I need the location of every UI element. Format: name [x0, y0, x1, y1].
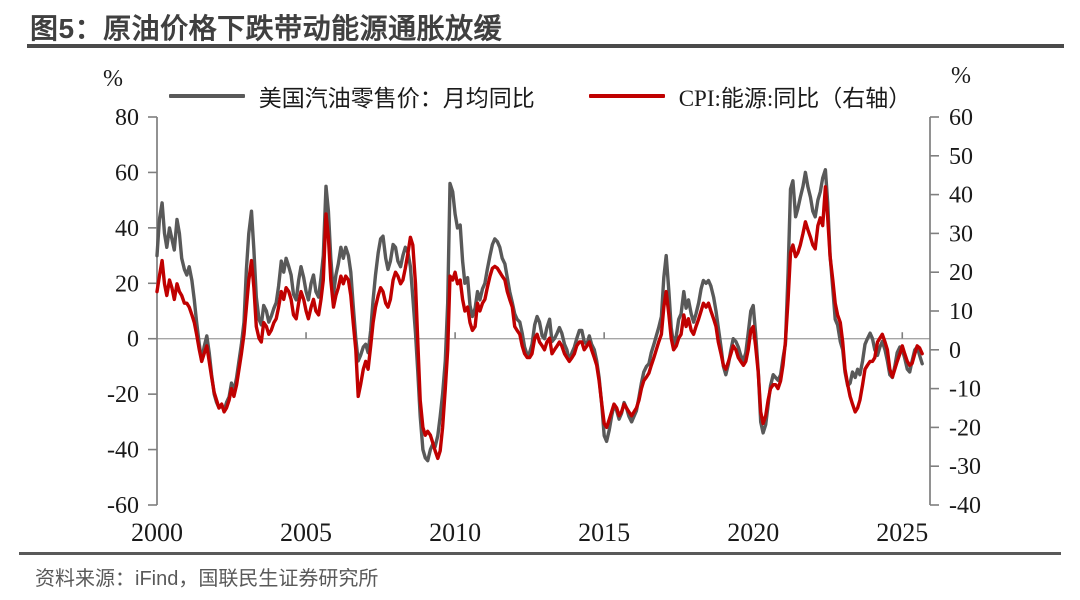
figure-title: 图5：原油价格下跌带动能源通胀放缓: [30, 13, 503, 44]
left-axis-unit-label: %: [103, 66, 123, 92]
right-axis-tick-label: -30: [949, 454, 981, 480]
x-axis-tick-label: 2000: [131, 518, 183, 547]
right-axis-unit-label: %: [951, 63, 971, 89]
right-axis-tick-label: -40: [949, 493, 981, 519]
legend-line-cpi-energy: [588, 93, 665, 99]
left-axis-tick-label: 40: [115, 216, 139, 242]
right-axis-tick-label: -20: [949, 415, 981, 441]
right-axis-tick-label: 20: [949, 260, 973, 286]
legend-label-gasoline: 美国汽油零售价：月均同比: [258, 86, 535, 111]
x-axis-tick-label: 2010: [429, 518, 481, 547]
right-axis-tick-label: -10: [949, 377, 981, 403]
right-axis-tick-label: 40: [949, 183, 973, 209]
x-axis-tick-label: 2020: [727, 518, 779, 547]
series-line-cpi-energy: [155, 185, 924, 461]
right-axis-tick-label: 50: [949, 144, 973, 170]
legend-line-gasoline: [168, 93, 245, 99]
title-underline: [27, 44, 1064, 48]
source-note: 资料来源：iFind，国联民生证券研究所: [35, 568, 379, 590]
left-axis-tick-label: 60: [115, 160, 139, 186]
left-axis-tick-label: -60: [107, 493, 139, 519]
chart-legend: 美国汽油零售价：月均同比 CPI:能源:同比（右轴）: [0, 79, 1080, 113]
right-axis-tick-label: 60: [949, 105, 973, 131]
left-axis-tick-label: 80: [115, 105, 139, 131]
x-axis-tick-label: 2015: [578, 518, 630, 547]
left-axis-tick-label: 20: [115, 271, 139, 297]
series-line-gasoline: [155, 168, 924, 463]
legend-label-cpi-energy: CPI:能源:同比（右轴）: [678, 86, 912, 111]
right-axis-tick-label: 10: [949, 299, 973, 325]
x-axis-tick-label: 2005: [280, 518, 332, 547]
left-axis-tick-label: -40: [107, 438, 139, 464]
left-axis-tick-label: -20: [107, 382, 139, 408]
x-axis-tick-label: 2025: [876, 518, 928, 547]
right-axis-tick-label: 30: [949, 221, 973, 247]
right-axis-tick-label: 0: [949, 338, 961, 364]
footer-divider: [19, 552, 1061, 555]
left-axis-tick-label: 0: [127, 327, 139, 353]
